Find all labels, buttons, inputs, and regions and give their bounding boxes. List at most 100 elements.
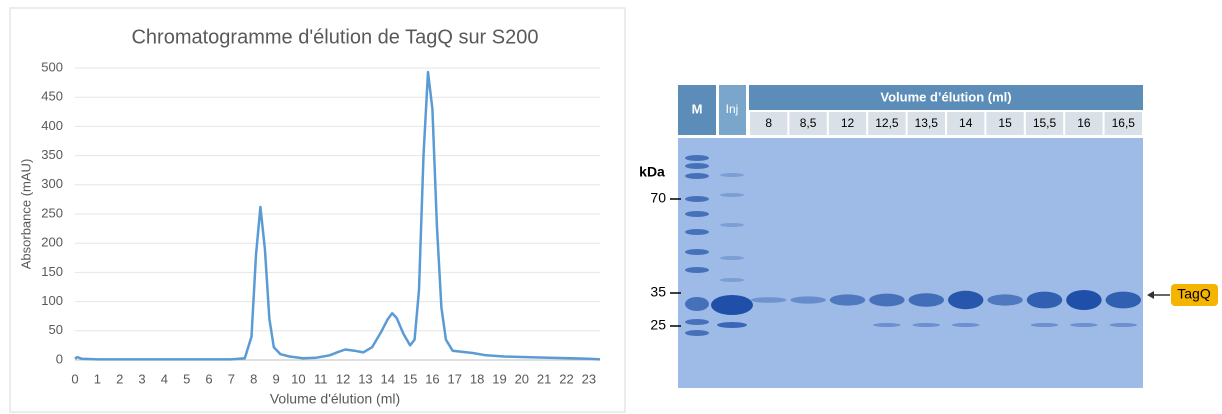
y-tick-label: 100 [41,293,63,308]
tagq-band [750,297,787,303]
chart-frame [9,7,626,413]
x-tick-label: 3 [138,371,145,386]
inj-header [719,85,746,135]
lane-header [986,112,1024,135]
ladder-band [685,319,709,325]
ladder-band [685,211,709,217]
inj-band [720,256,744,260]
minor-band [912,323,941,327]
inj-lane-label: Inj [726,102,739,116]
x-tick-label: 12 [336,371,350,386]
protein-arrowhead [1147,291,1154,299]
x-tick-label: 8 [250,371,257,386]
x-tick-label: 1 [94,371,101,386]
x-axis-label: Volume d'élution (ml) [270,391,400,407]
x-tick-label: 23 [582,371,596,386]
y-tick-label: 250 [41,205,63,220]
inj-band [720,173,744,177]
x-tick-label: 17 [448,371,462,386]
x-tick-label: 6 [205,371,212,386]
inj-band [720,223,744,227]
minor-band [1109,323,1138,327]
lane-label: 16,5 [1112,116,1136,130]
lane-header [1104,112,1142,135]
tagq-band [829,294,866,306]
x-tick-label: 19 [492,371,506,386]
tagq-band [908,293,945,307]
tagq-band [1026,291,1063,309]
tagq-band [790,296,826,304]
tagq-band [869,293,905,307]
lane-label: 16 [1077,116,1091,130]
ladder-band [685,330,709,336]
lane-label: 15 [998,116,1012,130]
minor-band [873,323,901,327]
y-tick-label: 500 [41,59,63,74]
volume-header-label: Volume d’élution (ml) [880,89,1011,104]
y-tick-label: 0 [56,351,63,366]
minor-band [951,323,980,327]
marker-header [678,85,716,135]
lane-header [1065,112,1103,135]
lane-label: 8,5 [800,116,817,130]
tagq-band [1105,291,1142,309]
x-tick-label: 21 [537,371,551,386]
x-tick-label: 2 [116,371,123,386]
lane-label: 15,5 [1033,116,1057,130]
volume-header [749,85,1143,110]
y-tick-label: 300 [41,176,63,191]
inj-band [717,322,747,328]
y-tick-label: 50 [49,322,63,337]
lane-label: 12 [841,116,855,130]
lane-label: 12,5 [875,116,899,130]
x-tick-label: 20 [515,371,529,386]
lane-label: 14 [959,116,973,130]
inj-band [720,193,744,197]
unit-label: kDa [639,164,665,180]
minor-band [1030,323,1059,327]
lane-header [789,112,827,135]
marker-label: 35 [650,284,666,300]
lane-label: 8 [765,116,772,130]
marker-label: 70 [650,190,666,206]
tagq-band [987,294,1023,306]
y-tick-label: 350 [41,147,63,162]
x-tick-label: 13 [358,371,372,386]
x-tick-label: 0 [71,371,78,386]
inj-band [711,295,753,315]
x-tick-label: 10 [291,371,305,386]
ladder-band [685,155,709,161]
marker-label: 25 [650,317,666,333]
lane-header [1025,112,1064,135]
x-tick-label: 22 [559,371,573,386]
x-tick-label: 5 [183,371,190,386]
y-tick-label: 150 [41,264,63,279]
ladder-band [685,297,709,311]
x-tick-label: 15 [403,371,417,386]
y-tick-label: 200 [41,235,63,250]
tagq-band [1066,290,1102,310]
gel-body [678,138,1143,388]
inj-band [720,278,744,282]
gel [685,155,1142,336]
protein-label: TagQ [1177,286,1211,302]
ladder-band [685,267,709,273]
chart-title: Chromatogramme d'élution de TagQ sur S20… [131,26,538,48]
lane-header [907,112,945,135]
marker-lane-label: M [692,101,703,116]
x-tick-label: 9 [272,371,279,386]
y-axis-label: Absorbance (mAU) [18,159,33,270]
lane-header [828,112,867,135]
ladder-band [685,163,709,169]
x-tick-label: 14 [381,371,395,386]
protein-box [1171,284,1218,306]
tagq-band [947,290,984,310]
lane-header [868,112,906,135]
x-tick-label: 7 [228,371,235,386]
x-tick-label: 16 [425,371,439,386]
chromatogram-line [74,70,601,361]
ladder-band [685,249,709,255]
lane-header [947,112,985,135]
